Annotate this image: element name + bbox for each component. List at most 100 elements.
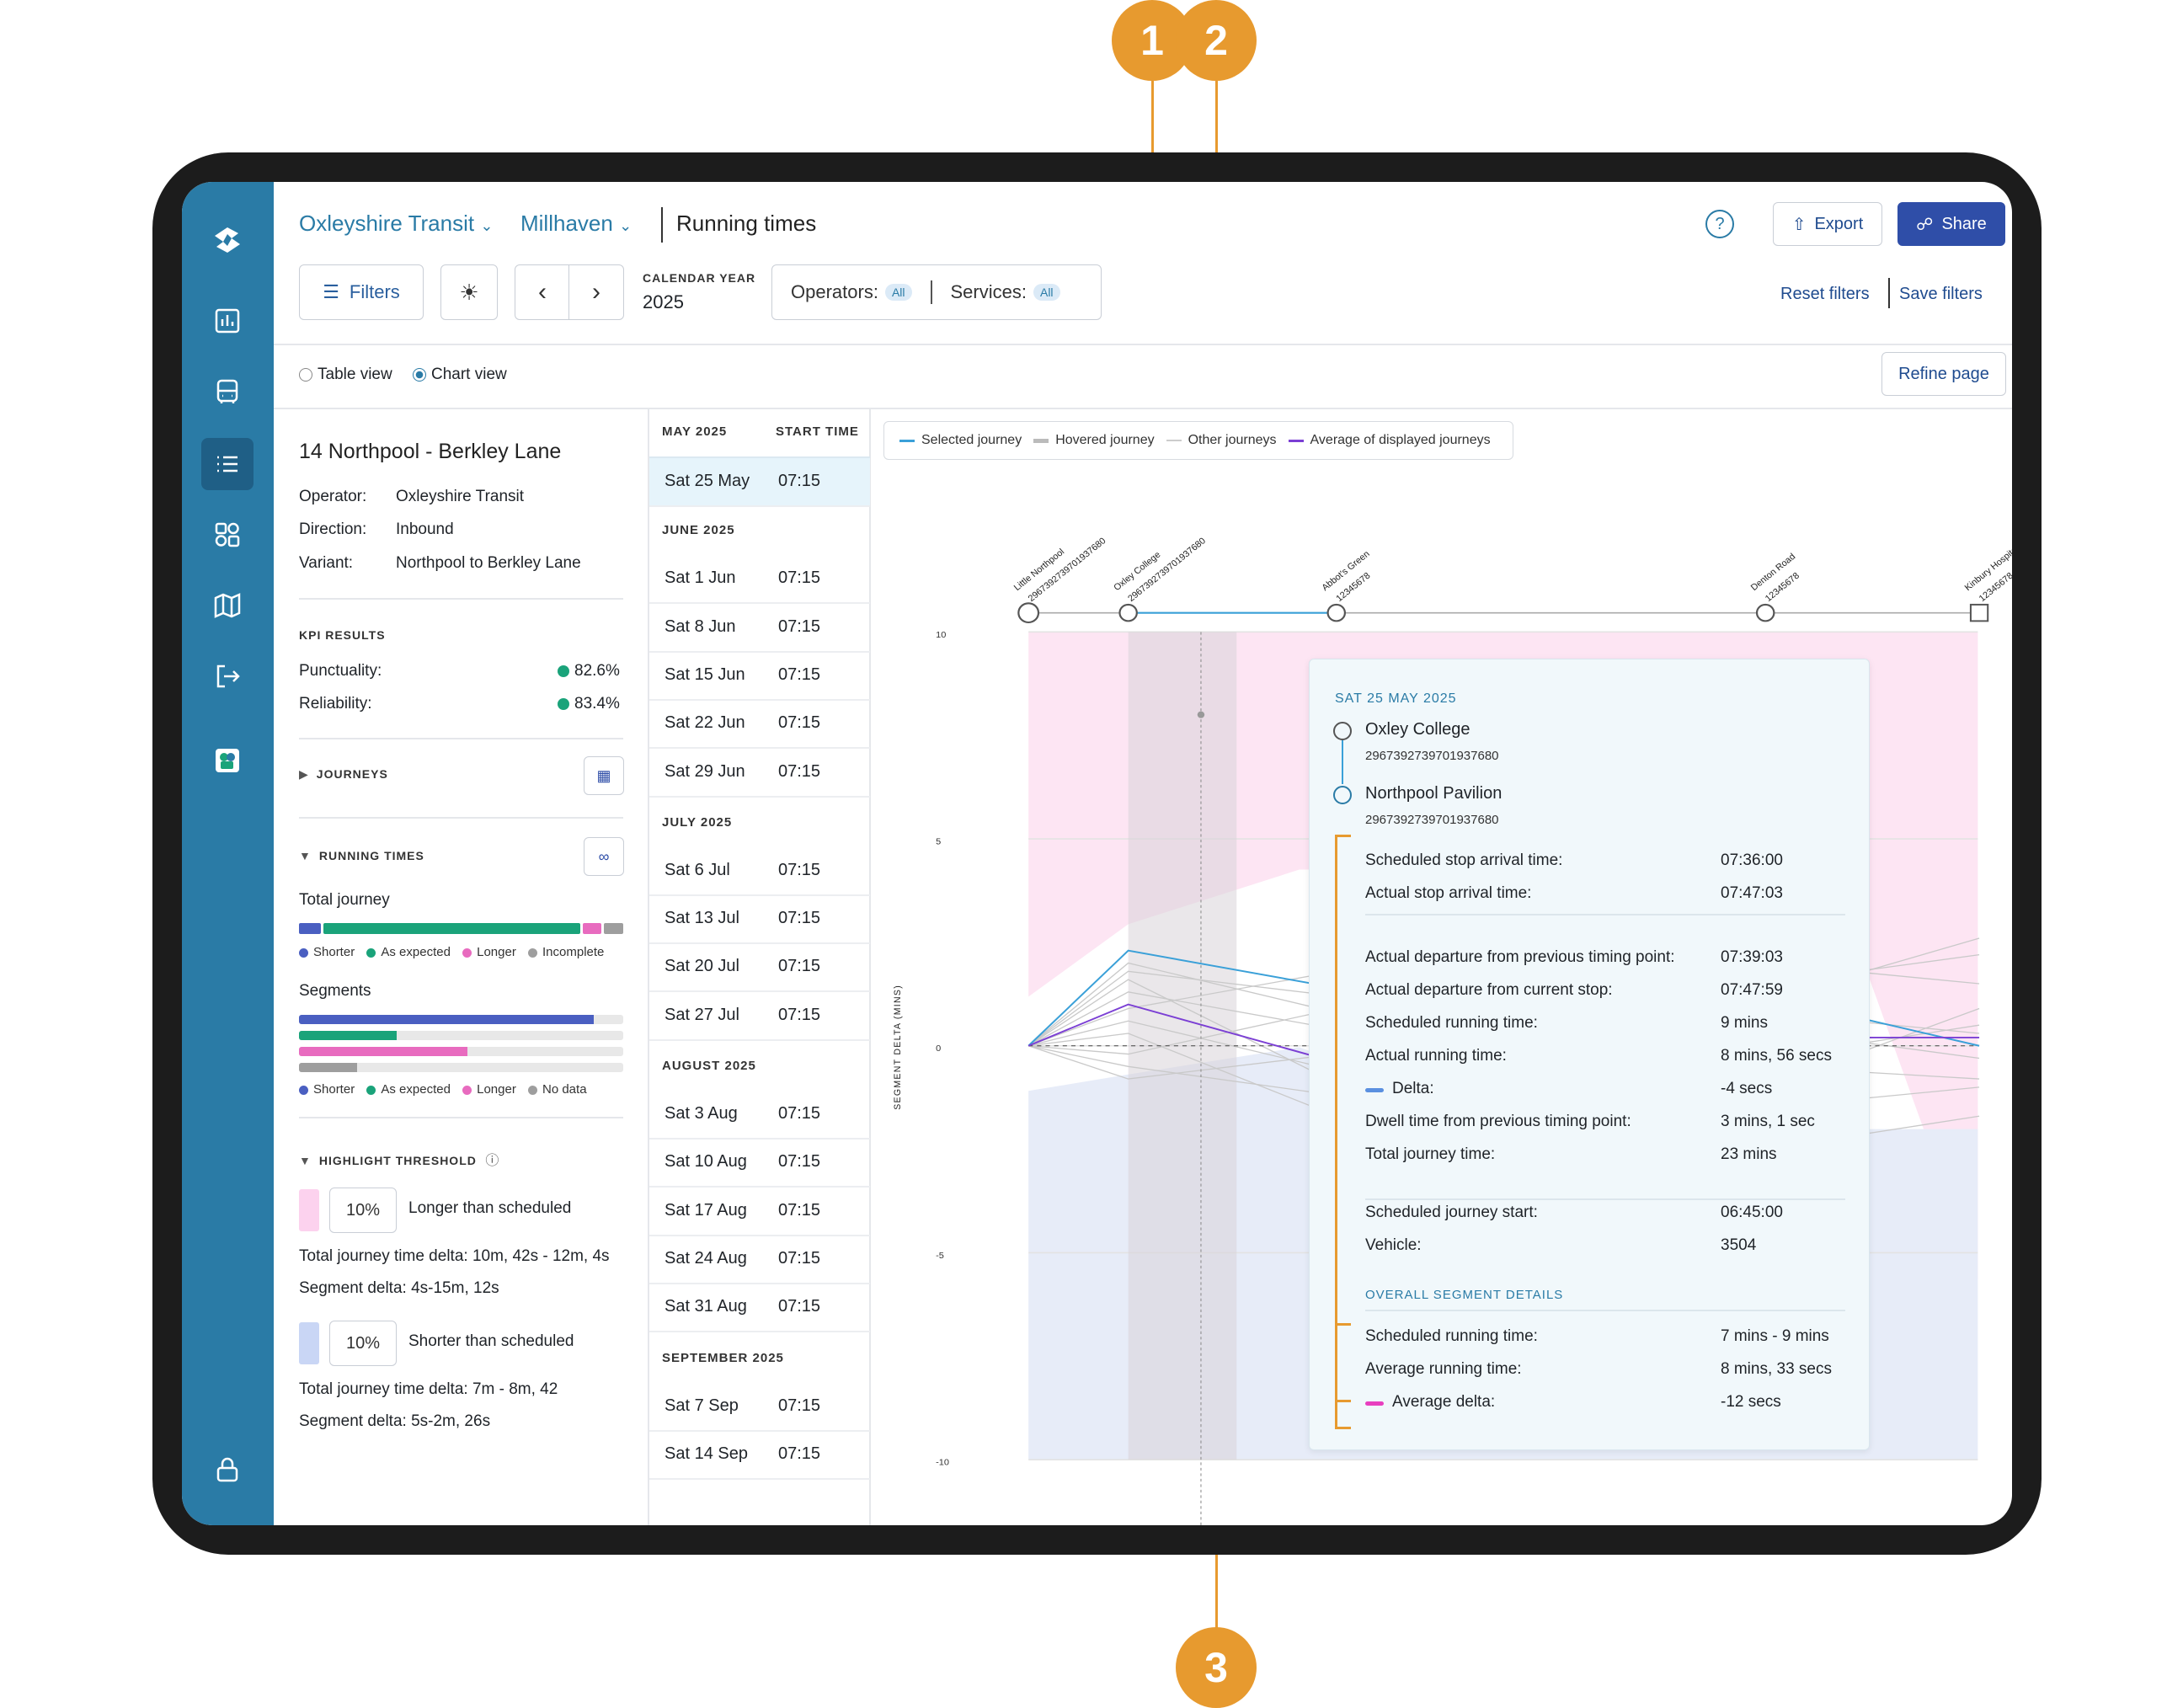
tooltip-row-label: Scheduled running time: — [1365, 1014, 1538, 1032]
journey-row[interactable]: Sat 8 Jun 07:15 — [649, 604, 870, 653]
map-icon[interactable] — [201, 579, 254, 632]
tooltip-to-stop: Northpool Pavilion — [1365, 784, 1502, 803]
tooltip-row-value: 07:47:03 — [1721, 884, 1783, 902]
journey-row[interactable]: Sat 13 Jul 07:15 — [649, 895, 870, 945]
month-heading: SEPTEMBER 2025 — [662, 1350, 784, 1365]
month-heading: AUGUST 2025 — [662, 1059, 756, 1073]
shorter-threshold-input[interactable]: 10% — [329, 1321, 397, 1366]
journey-start-time: 07:15 — [778, 860, 821, 879]
longer-swatch — [299, 1189, 319, 1231]
journey-row[interactable]: Sat 7 Sep 07:15 — [649, 1383, 870, 1432]
sun-icon: ☀ — [459, 279, 479, 305]
tooltip-from-code: 2967392739701937680 — [1365, 749, 1499, 763]
filters-button[interactable]: ☰ Filters — [299, 264, 424, 320]
main-content: Oxleyshire Transit ⌄ Millhaven ⌄ Running… — [274, 182, 2012, 1525]
journey-date: Sat 1 Jun — [665, 568, 736, 588]
prev-button[interactable]: ‹ — [515, 264, 570, 320]
divider — [299, 598, 623, 600]
calendar-year-value[interactable]: 2025 — [643, 291, 684, 312]
next-button[interactable]: › — [568, 264, 624, 320]
journey-start-time: 07:15 — [778, 1104, 821, 1123]
info-icon[interactable]: ⓘ — [485, 1154, 499, 1168]
title-divider — [661, 207, 663, 243]
help-icon[interactable]: ? — [1705, 210, 1734, 238]
chart-legend: Selected journey Hovered journey Other j… — [883, 421, 1513, 460]
stop-connector — [1342, 740, 1343, 784]
divider — [299, 1117, 623, 1118]
lock-icon[interactable] — [201, 1444, 254, 1496]
app-screen: Oxleyshire Transit ⌄ Millhaven ⌄ Running… — [182, 182, 2012, 1525]
journey-date: Sat 8 Jun — [665, 616, 736, 636]
tooltip-divider — [1365, 1198, 1845, 1200]
month-heading: JULY 2025 — [662, 814, 733, 830]
journey-date: Sat 7 Sep — [665, 1396, 739, 1415]
journey-row[interactable]: Sat 29 Jun 07:15 — [649, 749, 870, 798]
journey-row[interactable]: Sat 6 Jul 07:15 — [649, 847, 870, 896]
bus-icon[interactable] — [201, 366, 254, 418]
longer-threshold-label: Longer than scheduled — [408, 1199, 572, 1217]
share-button[interactable]: ☍ Share — [1897, 202, 2005, 246]
services-pill: All — [1033, 284, 1060, 301]
operators-pill: All — [884, 284, 912, 301]
journey-row[interactable]: Sat 27 Jul 07:15 — [649, 992, 870, 1041]
list-left-divider — [648, 409, 649, 1525]
journey-row[interactable]: Sat 10 Aug 07:15 — [649, 1139, 870, 1188]
area-selector[interactable]: Millhaven ⌄ — [520, 211, 632, 236]
save-filters-link[interactable]: Save filters — [1899, 285, 1983, 303]
journey-start-time: 07:15 — [778, 1248, 821, 1268]
journey-row[interactable]: Sat 1 Jun 07:15 — [649, 555, 870, 605]
highlight-threshold-toggle[interactable]: ▼ HIGHLIGHT THRESHOLD ⓘ — [299, 1154, 499, 1168]
tooltip-row-value: 9 mins — [1721, 1014, 1768, 1032]
journey-row[interactable]: Sat 17 Aug 07:15 — [649, 1188, 870, 1236]
journey-row[interactable]: Sat 24 Aug 07:15 — [649, 1236, 870, 1284]
journey-row[interactable]: Sat 31 Aug 07:15 — [649, 1284, 870, 1333]
logo-icon[interactable] — [201, 214, 254, 266]
running-times-toggle[interactable]: ▼ RUNNING TIMES — [299, 849, 424, 862]
sliders-icon: ☰ — [323, 281, 339, 302]
segments-legend: Shorter As expected Longer No data — [299, 1082, 587, 1097]
journey-row[interactable]: Sat 3 Aug 07:15 — [649, 1091, 870, 1140]
operator-services-filter[interactable]: Operators: All Services: All — [771, 264, 1102, 320]
journeys-options-button[interactable]: ▦ — [584, 756, 624, 795]
caret-right-icon: ▶ — [299, 767, 308, 781]
journey-date: Sat 10 Aug — [665, 1152, 747, 1172]
journey-row[interactable]: Sat 22 Jun 07:15 — [649, 700, 870, 750]
longer-threshold-input[interactable]: 10% — [329, 1188, 397, 1233]
reset-filters-link[interactable]: Reset filters — [1780, 285, 1870, 303]
journey-row[interactable]: Sat 14 Sep 07:15 — [649, 1431, 870, 1480]
tooltip-row-value: -4 secs — [1721, 1080, 1773, 1097]
journeys-toggle[interactable]: ▶ JOURNEYS — [299, 767, 388, 781]
journey-start-time: 07:15 — [778, 909, 821, 928]
journey-row[interactable]: Sat 15 Jun 07:15 — [649, 652, 870, 701]
journey-row[interactable]: Sat 20 Jul 07:15 — [649, 943, 870, 993]
legend-hovered: Hovered journey — [1055, 433, 1155, 447]
caret-down-icon: ▼ — [299, 849, 311, 862]
legend-other: Other journeys — [1188, 433, 1277, 447]
grid-icon: ▦ — [596, 766, 611, 784]
logout-icon[interactable] — [201, 650, 254, 702]
overall-segment-heading: OVERALL SEGMENT DETAILS — [1365, 1288, 1564, 1302]
stop-clock-icon — [1017, 602, 1040, 624]
journey-start-time: 07:15 — [778, 713, 821, 733]
chart-view-radio[interactable]: Chart view — [413, 366, 507, 384]
dashboard-icon[interactable] — [201, 295, 254, 347]
list-icon[interactable] — [201, 438, 254, 490]
running-times-options-button[interactable]: ∞ — [584, 837, 624, 876]
apps-icon[interactable] — [201, 509, 254, 561]
journey-start-time: 07:15 — [778, 472, 821, 490]
delta-swatch — [1365, 1088, 1384, 1092]
y-tick-label: 10 — [936, 630, 946, 640]
journey-date: Sat 15 Jun — [665, 665, 745, 684]
view-divider — [274, 408, 2012, 409]
table-view-radio[interactable]: Table view — [299, 366, 392, 384]
journey-row[interactable]: Sat 25 May 07:15 — [649, 456, 870, 507]
journey-start-time: 07:15 — [778, 665, 821, 684]
brand-app-icon[interactable] — [201, 734, 254, 787]
refine-page-button[interactable]: Refine page — [1881, 352, 2006, 396]
org-selector[interactable]: Oxleyshire Transit ⌄ — [299, 211, 494, 236]
longer-segment-delta: Segment delta: 4s-15m, 12s — [299, 1279, 499, 1297]
theme-toggle-button[interactable]: ☀ — [440, 264, 498, 320]
tooltip-from-stop: Oxley College — [1365, 720, 1470, 739]
export-button[interactable]: ⇧ Export — [1773, 202, 1882, 246]
operators-label: Operators: — [791, 281, 878, 302]
